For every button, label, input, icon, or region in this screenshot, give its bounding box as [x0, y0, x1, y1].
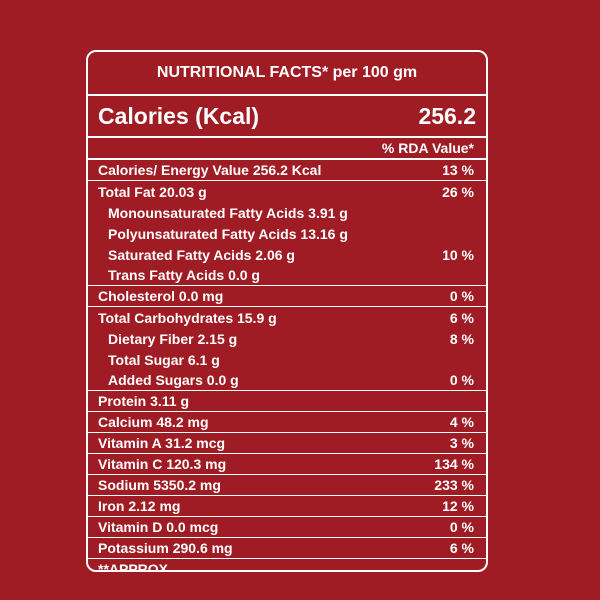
nutrient-label: Vitamin D 0.0 mcg	[98, 519, 219, 535]
rda-header: % RDA Value*	[88, 138, 486, 160]
footnote: **APPROX	[98, 561, 169, 572]
nutrient-label: Potassium 290.6 mg	[98, 540, 233, 556]
nutrient-label: Total Fat 20.03 g	[98, 183, 207, 200]
nutrient-row-energy: Calories/ Energy Value 256.2 Kcal 13 %	[88, 160, 486, 181]
nutrient-row-vitamin-c: Vitamin C 120.3 mg 134 %	[88, 454, 486, 475]
nutrient-rda: 3 %	[449, 435, 474, 451]
nutrient-rda: 0 %	[449, 372, 474, 388]
nutrient-row-sodium: Sodium 5350.2 mg 233 %	[88, 475, 486, 496]
nutrient-label: Total Carbohydrates 15.9 g	[98, 309, 277, 326]
nutrient-rda: 10 %	[442, 246, 474, 263]
nutrient-row-iron: Iron 2.12 mg 12 %	[88, 496, 486, 517]
nutrient-rda: 6 %	[449, 309, 474, 326]
nutrient-label: Calories/ Energy Value 256.2 Kcal	[98, 162, 322, 178]
nutrient-label: Sodium 5350.2 mg	[98, 477, 221, 493]
nutrition-facts-panel: NUTRITIONAL FACTS* per 100 gm Calories (…	[86, 50, 488, 572]
nutrient-rda: 13 %	[442, 162, 474, 178]
nutrient-row-cholesterol: Cholesterol 0.0 mg 0 %	[88, 286, 486, 307]
nutrient-rda: 134 %	[434, 456, 474, 472]
calories-row: Calories (Kcal) 256.2	[88, 96, 486, 138]
nutrient-label: Cholesterol 0.0 mg	[98, 288, 224, 304]
nutrient-rda: 0 %	[449, 288, 474, 304]
nutrient-rda: 4 %	[449, 414, 474, 430]
nutrient-row-vitamin-d: Vitamin D 0.0 mcg 0 %	[88, 517, 486, 538]
nutrient-row-calcium: Calcium 48.2 mg 4 %	[88, 412, 486, 433]
nutrient-label: Vitamin A 31.2 mcg	[98, 435, 226, 451]
nutrient-row-mufa: Monounsaturated Fatty Acids 3.91 g	[88, 202, 486, 223]
nutrient-label: Trans Fatty Acids 0.0 g	[108, 267, 260, 283]
nutrient-row-protein: Protein 3.11 g	[88, 391, 486, 412]
nutrient-row-total-sugar: Total Sugar 6.1 g	[88, 349, 486, 370]
nutrient-label: Protein 3.11 g	[98, 393, 190, 409]
nutrient-row-dietary-fiber: Dietary Fiber 2.15 g 8 %	[88, 328, 486, 349]
nutrient-label: Monounsaturated Fatty Acids 3.91 g	[108, 204, 348, 221]
calories-value: 256.2	[418, 102, 476, 129]
nutrient-label: Saturated Fatty Acids 2.06 g	[108, 246, 295, 263]
nutrient-row-potassium: Potassium 290.6 mg 6 %	[88, 538, 486, 559]
nutrient-label: Total Sugar 6.1 g	[108, 351, 220, 368]
calories-label: Calories (Kcal)	[98, 102, 260, 129]
nutrient-label: Polyunsaturated Fatty Acids 13.16 g	[108, 225, 348, 242]
nutrient-row-saturated-fat: Saturated Fatty Acids 2.06 g 10 %	[88, 244, 486, 265]
nutrient-row-pufa: Polyunsaturated Fatty Acids 13.16 g	[88, 223, 486, 244]
nutrient-label: Dietary Fiber 2.15 g	[108, 330, 238, 347]
nutrition-title: NUTRITIONAL FACTS* per 100 gm	[88, 52, 486, 96]
nutrient-rda: 26 %	[442, 183, 474, 200]
nutrient-rda: 233 %	[434, 477, 474, 493]
nutrient-rda: 12 %	[442, 498, 474, 514]
nutrient-rda: 6 %	[449, 540, 474, 556]
nutrient-label: Calcium 48.2 mg	[98, 414, 209, 430]
nutrient-rda: 8 %	[449, 330, 474, 347]
nutrient-label: Added Sugars 0.0 g	[108, 372, 239, 388]
nutrient-label: Vitamin C 120.3 mg	[98, 456, 227, 472]
nutrient-row-carbohydrates: Total Carbohydrates 15.9 g 6 %	[88, 307, 486, 328]
nutrient-row-total-fat: Total Fat 20.03 g 26 %	[88, 181, 486, 202]
nutrient-row-added-sugars: Added Sugars 0.0 g 0 %	[88, 370, 486, 391]
nutrient-rda: 0 %	[449, 519, 474, 535]
nutrient-label: Iron 2.12 mg	[98, 498, 181, 514]
nutrient-row-vitamin-a: Vitamin A 31.2 mcg 3 %	[88, 433, 486, 454]
nutrient-row-trans-fat: Trans Fatty Acids 0.0 g	[88, 265, 486, 286]
